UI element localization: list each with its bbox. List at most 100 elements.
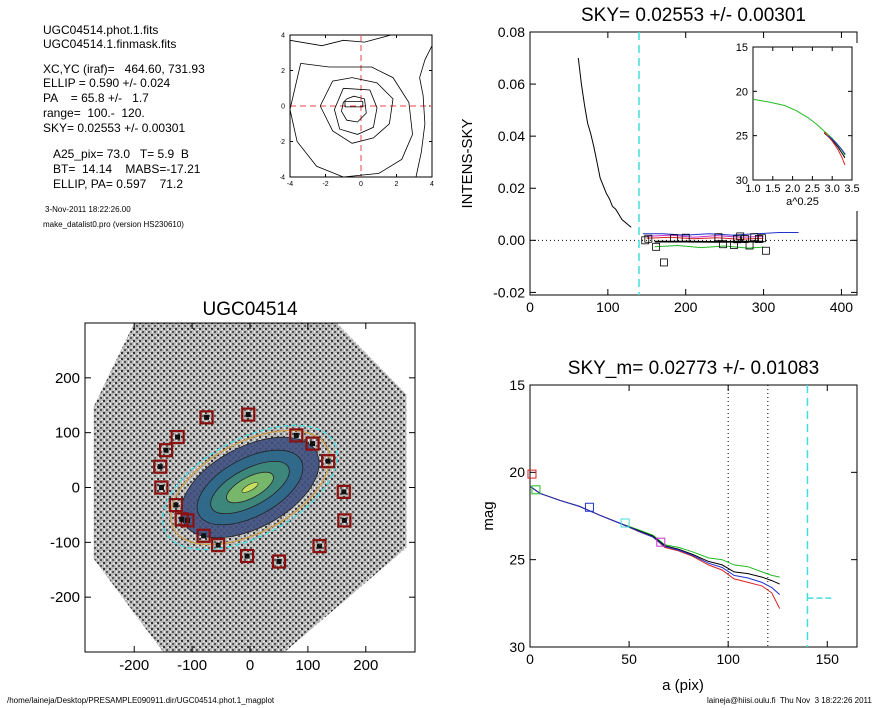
x-tick-label: 50 xyxy=(621,651,637,667)
x-tick-label: 400 xyxy=(830,299,854,315)
masked-star xyxy=(325,458,331,464)
contour-line xyxy=(415,45,433,178)
sky-sample-box xyxy=(652,242,661,251)
galaxy-image-panel: UGC04514 -200 -100 0 100 200 -200 -100 0 100 200 xyxy=(50,299,416,674)
y-tick-label: -100 xyxy=(50,534,80,551)
masked-star xyxy=(310,441,316,447)
galaxy-body xyxy=(161,424,339,551)
contour-line xyxy=(289,63,413,178)
y-tick-label: -2 xyxy=(280,139,285,146)
contour-line xyxy=(333,87,378,135)
y-tick-label: 2 xyxy=(281,68,285,75)
inset-y-tick-label: 30 xyxy=(736,175,748,187)
center-coords: XC,YC (iraf)= 464.60, 731.93 xyxy=(43,62,205,76)
y-tick-label: -0.02 xyxy=(493,284,525,300)
x-tick-label: 100 xyxy=(596,299,620,315)
masked-star xyxy=(215,542,221,548)
y-tick-label: 0 xyxy=(72,480,80,497)
mag-marker-box xyxy=(527,469,537,479)
bt-mabs-value: BT= 14.14 MABS=-17.21 xyxy=(53,162,201,176)
masked-star xyxy=(175,434,181,440)
masked-star xyxy=(341,517,347,523)
inset-xlabel: a^0.25 xyxy=(786,196,819,208)
program-version: make_datalist0.pro (version HS230610) xyxy=(43,220,184,229)
masked-star xyxy=(204,414,210,420)
x-tick-label: 4 xyxy=(430,181,434,188)
sky-sample-box xyxy=(736,232,745,241)
mask-file-label: UGC04514.1.finmask.fits xyxy=(43,37,177,51)
mag-plot-ylabel: mag xyxy=(480,501,497,530)
inset-frame xyxy=(752,46,853,181)
masked-star xyxy=(276,559,282,565)
masked-star xyxy=(316,543,322,549)
masked-star-box xyxy=(199,410,214,425)
ellip-pa-value: ELLIP, PA= 0.597 71.2 xyxy=(53,177,183,191)
masked-star-box xyxy=(336,484,351,499)
contour-line xyxy=(344,101,364,108)
isophote-ellipse xyxy=(169,429,331,546)
inset-x-tick-label: 1.0 xyxy=(745,183,760,195)
y-tick-label: 0.06 xyxy=(498,76,525,92)
masked-star-box xyxy=(305,436,320,451)
y-tick-label: 0 xyxy=(281,103,285,110)
mag-marker-box xyxy=(584,502,594,512)
masked-star-box xyxy=(240,548,255,564)
mag-marker-box xyxy=(656,537,666,547)
mag-marker-box xyxy=(620,518,630,528)
image-content xyxy=(85,323,415,652)
x-tick-label: 100 xyxy=(295,657,320,674)
plot-frame xyxy=(529,384,858,648)
y-tick-label: 15 xyxy=(509,377,525,393)
phot-file-label: UGC04514.phot.1.fits xyxy=(43,23,159,37)
fit-range-value: range= 100.- 120. xyxy=(43,106,145,120)
masked-star-box xyxy=(211,537,226,553)
x-tick-label: -100 xyxy=(177,657,207,674)
sky-intensity-plot: 0 100 200 300 400 -0.02 0.00 0.02 0.04 0.06 0.08 SK… xyxy=(459,5,860,315)
x-tick-label: 0 xyxy=(359,181,363,188)
galaxy-core xyxy=(241,482,259,493)
contour-line xyxy=(341,95,367,123)
centering-contour-plot: -4 -2 0 2 4 -4 -2 0 2 4 xyxy=(280,32,434,188)
mag-series-green xyxy=(529,485,780,578)
x-tick-label: 100 xyxy=(717,651,741,667)
date-stamp: 3-Nov-2011 18:22:26.00 xyxy=(45,205,131,214)
contour-line xyxy=(289,34,392,47)
x-tick-label: -4 xyxy=(287,181,293,188)
y-tick-label: 100 xyxy=(55,425,80,442)
y-tick-label: 25 xyxy=(509,552,525,568)
y-tick-label: 20 xyxy=(509,464,525,480)
masked-star xyxy=(163,447,169,453)
ellipticity-value: ELLIP = 0.590 +/- 0.024 xyxy=(43,76,171,90)
profile-series-blue xyxy=(642,232,799,236)
x-tick-label: 200 xyxy=(353,657,378,674)
sky-sample-box xyxy=(660,258,668,267)
y-tick-label: 0.02 xyxy=(498,180,525,196)
isophote-ellipse xyxy=(161,424,339,551)
x-tick-label: 0 xyxy=(526,651,534,667)
sky-sample-box xyxy=(750,233,759,242)
masked-star-box xyxy=(154,480,169,495)
profile-series-green xyxy=(654,244,764,249)
inset-y-tick-label: 20 xyxy=(736,86,748,98)
x-tick-label: 200 xyxy=(674,299,698,315)
galaxy-name-title: UGC04514 xyxy=(202,299,297,320)
y-tick-label: -200 xyxy=(50,589,80,606)
sky-sample-box xyxy=(670,234,678,243)
masked-star-box xyxy=(168,497,183,513)
masked-star-box xyxy=(241,407,256,422)
mag-plot-xlabel: a (pix) xyxy=(662,677,704,694)
x-tick-label: -2 xyxy=(322,181,328,188)
file-path: /home/laineja/Desktop/PRESAMPLE090911.di… xyxy=(7,696,275,705)
masked-star-box xyxy=(170,429,185,445)
sky-plot-ylabel: INTENS-SKY xyxy=(459,118,476,208)
inset-x-tick-label: 3.5 xyxy=(844,183,859,195)
y-tick-label: 4 xyxy=(281,32,285,39)
masked-star-box xyxy=(337,513,352,528)
user-timestamp: laineja@hiisi.oulu.fi Thu Nov 3 18:22:26… xyxy=(707,696,872,705)
profile-series-black xyxy=(577,57,632,228)
inset-x-tick-label: 3.0 xyxy=(825,183,840,195)
masked-star xyxy=(179,516,185,522)
inset-series-red xyxy=(823,131,846,166)
inset-y-tick-label: 25 xyxy=(736,131,748,143)
masked-corner xyxy=(85,323,135,425)
